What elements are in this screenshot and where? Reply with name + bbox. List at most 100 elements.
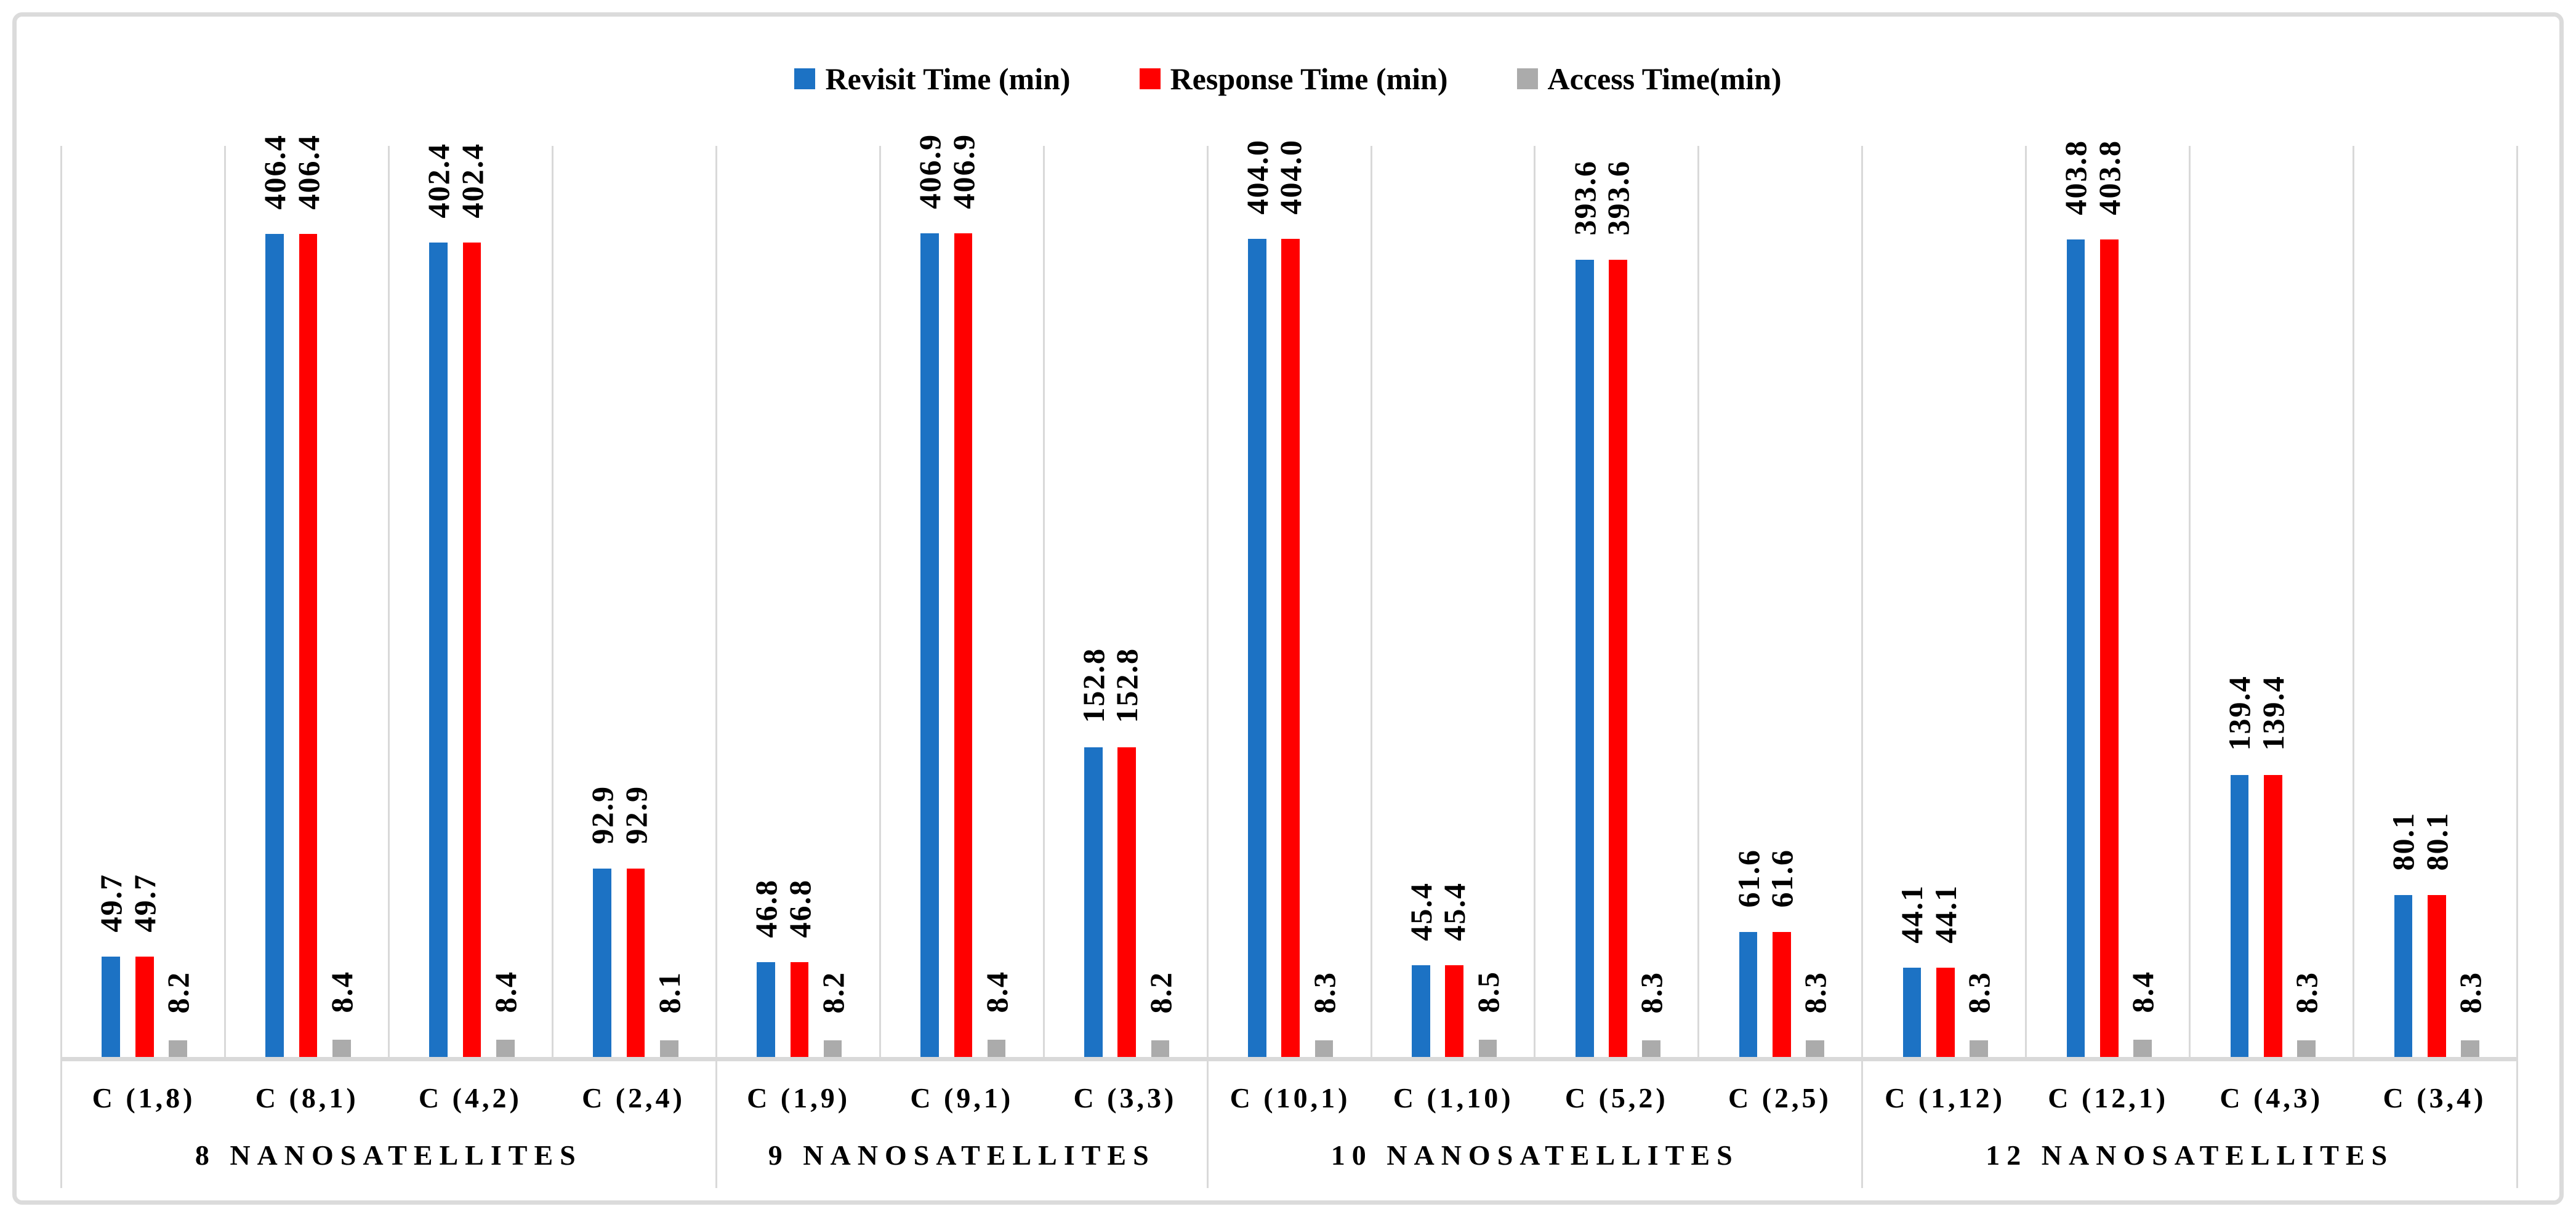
category-cell: 393.6 393.6 8.3 — [1536, 146, 1700, 1057]
value-label-revisit: 403.8 — [2058, 140, 2093, 215]
category-label: C (1,12) — [1885, 1082, 2005, 1114]
value-label-text: 152.8 — [1076, 647, 1111, 723]
value-label-response: 393.6 — [1601, 160, 1635, 236]
value-label-text: 8.3 — [1962, 971, 1997, 1014]
bar-access — [332, 1040, 351, 1057]
value-label-response: 49.7 — [127, 873, 162, 933]
value-label-revisit: 92.9 — [584, 785, 619, 845]
legend: Revisit Time (min) Response Time (min) A… — [17, 57, 2559, 100]
value-label-text: 404.0 — [1273, 139, 1308, 215]
category-label-row: C (1,8) C (8,1) C (4,2) C (2,4) — [62, 1061, 715, 1134]
category-label: C (4,3) — [2220, 1082, 2324, 1114]
category-cell: 139.4 139.4 8.3 — [2191, 146, 2355, 1057]
value-label-response: 139.4 — [2255, 675, 2290, 751]
category-cell: 152.8 152.8 8.2 — [1045, 146, 1209, 1057]
group-label: 8 NANOSATELLITES — [195, 1139, 582, 1171]
value-label-access: 8.3 — [1798, 971, 1832, 1014]
legend-swatch-response-icon — [1139, 68, 1161, 89]
value-label-text: 8.4 — [2125, 970, 2160, 1013]
value-label-text: 45.4 — [1437, 882, 1472, 941]
bar-revisit — [2230, 775, 2249, 1057]
legend-label-response-time: Response Time (min) — [1170, 62, 1448, 96]
value-label-access: 8.1 — [651, 971, 686, 1014]
bar-revisit — [920, 233, 939, 1057]
value-label-response: 402.4 — [454, 143, 489, 219]
bar-response — [462, 243, 481, 1057]
bar-access — [2133, 1040, 2152, 1057]
value-label-access: 8.4 — [324, 971, 359, 1013]
value-label-access: 8.2 — [161, 971, 195, 1014]
value-label-text: 49.7 — [127, 873, 162, 933]
value-label-text: 49.7 — [93, 873, 128, 933]
value-label-access: 8.4 — [488, 970, 523, 1013]
group-column: C (1,8) C (8,1) C (4,2) C (2,4) 8 NANOSATELL… — [62, 1061, 717, 1188]
bar-access — [1478, 1040, 1497, 1057]
value-label-text: 406.9 — [946, 133, 981, 209]
value-label-text: 45.4 — [1403, 882, 1438, 941]
category-label: C (1,10) — [1393, 1082, 1514, 1114]
value-label-text: 8.1 — [651, 971, 686, 1014]
group-label: 9 NANOSATELLITES — [768, 1139, 1156, 1171]
category-label: C (12,1) — [2048, 1082, 2169, 1114]
value-label-text: 92.9 — [584, 785, 619, 845]
category-label-row: C (1,9) C (9,1) C (3,3) — [717, 1061, 1207, 1134]
value-label-text: 46.8 — [748, 878, 783, 938]
category-cell: 80.1 80.1 8.3 — [2354, 146, 2516, 1057]
category-cell: 61.6 61.6 8.3 — [1699, 146, 1864, 1057]
legend-swatch-access-icon — [1516, 68, 1538, 89]
category-label-row: C (1,12) C (12,1) C (4,3) C (3,4) — [1863, 1061, 2516, 1134]
value-label-text: 8.5 — [1470, 970, 1505, 1013]
value-label-text: 80.1 — [2419, 811, 2454, 871]
value-label-text: 139.4 — [2255, 675, 2290, 751]
value-label-access: 8.3 — [1306, 971, 1341, 1014]
bar-response — [135, 957, 154, 1057]
value-label-response: 45.4 — [1437, 882, 1472, 941]
value-label-response: 61.6 — [1765, 849, 1799, 908]
value-label-text: 80.1 — [2386, 811, 2421, 871]
value-label-text: 8.2 — [815, 971, 850, 1014]
value-label-response: 403.8 — [2092, 140, 2127, 215]
value-label-response: 80.1 — [2419, 811, 2454, 871]
category-label: C (2,5) — [1728, 1082, 1832, 1114]
bar-response — [299, 234, 318, 1057]
value-label-revisit: 49.7 — [93, 873, 128, 933]
bar-access — [823, 1040, 842, 1057]
category-cell: 46.8 46.8 8.2 — [717, 146, 881, 1057]
value-label-text: 8.4 — [488, 970, 523, 1013]
legend-item-revisit-time: Revisit Time (min) — [794, 61, 1071, 97]
group-column: C (1,9) C (9,1) C (3,3) 9 NANOSATELLITES — [717, 1061, 1209, 1188]
category-cell: 44.1 44.1 8.3 — [1863, 146, 2027, 1057]
bar-response — [1445, 965, 1464, 1057]
bar-revisit — [757, 962, 775, 1057]
bar-response — [2264, 775, 2282, 1057]
category-cell: 406.9 406.9 8.4 — [881, 134, 1045, 1057]
bar-response — [2427, 895, 2446, 1057]
bar-response — [954, 233, 973, 1057]
value-label-text: 152.8 — [1109, 647, 1145, 723]
value-label-text: 402.4 — [421, 142, 456, 219]
category-label: C (1,9) — [747, 1082, 851, 1114]
bar-access — [1314, 1040, 1334, 1057]
legend-item-access-time: Access Time(min) — [1516, 61, 1782, 97]
category-label: C (3,4) — [2383, 1082, 2487, 1114]
value-label-response: 92.9 — [618, 785, 653, 845]
value-label-text: 61.6 — [1731, 848, 1766, 908]
value-label-text: 46.8 — [782, 878, 817, 938]
value-label-text: 8.2 — [1143, 971, 1178, 1014]
plot-area: 49.7 49.7 8.2 406.4 406.4 8.4 402.4 402.4 8.4 92.… — [60, 134, 2518, 1057]
category-label: C (3,3) — [1073, 1082, 1177, 1114]
category-cell: 404.0 404.0 8.3 — [1209, 139, 1372, 1057]
legend-label-access-time: Access Time(min) — [1547, 62, 1782, 96]
value-label-text: 8.3 — [2288, 971, 2324, 1014]
bar-revisit — [1739, 932, 1758, 1057]
group-label: 12 NANOSATELLITES — [1986, 1139, 2394, 1171]
bar-revisit — [2394, 895, 2413, 1057]
value-label-revisit: 44.1 — [1894, 885, 1929, 944]
bar-revisit — [1575, 260, 1594, 1057]
category-cell: 403.8 403.8 8.4 — [2027, 140, 2191, 1057]
value-label-revisit: 152.8 — [1076, 647, 1111, 723]
x-axis-line — [60, 1057, 2518, 1061]
value-label-text: 139.4 — [2222, 675, 2257, 751]
value-label-revisit: 61.6 — [1731, 848, 1766, 908]
category-label: C (5,2) — [1564, 1082, 1668, 1114]
